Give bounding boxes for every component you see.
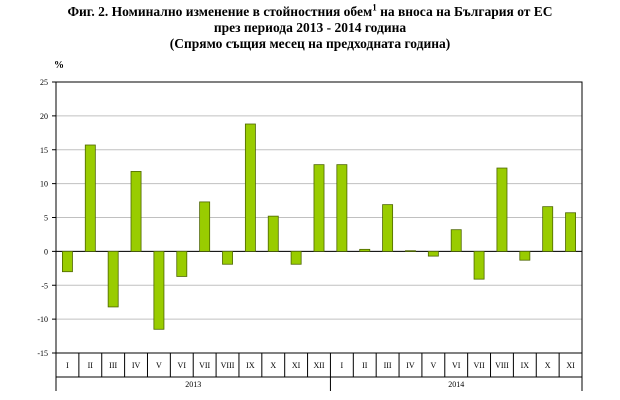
title-rest: на вноса на България от ЕС <box>376 4 553 19</box>
bar <box>176 250 188 277</box>
bar <box>107 250 119 308</box>
x-tick-label: X <box>270 361 276 370</box>
x-tick-label: I <box>341 361 344 370</box>
x-tick-label: II <box>88 361 94 370</box>
y-tick-label: 10 <box>40 180 48 189</box>
x-tick-label: VI <box>178 361 187 370</box>
x-tick-label: III <box>384 361 392 370</box>
title-line-2: през периода 2013 - 2014 година <box>213 20 407 35</box>
x-tick-label: IX <box>521 361 530 370</box>
y-tick-label: 20 <box>40 112 48 121</box>
x-tick-label: XI <box>292 361 301 370</box>
x-tick-label: VIII <box>495 361 509 370</box>
bar <box>382 204 394 252</box>
bar <box>450 229 462 252</box>
bar <box>222 250 233 265</box>
bar <box>62 250 73 273</box>
bar <box>84 144 96 252</box>
y-tick-label: 25 <box>40 78 48 87</box>
title-line-3: (Спрямо същия месец на предходната годин… <box>169 36 451 51</box>
bar <box>427 250 439 257</box>
x-tick-label: IV <box>406 361 415 370</box>
bar <box>519 250 531 261</box>
bar <box>153 250 165 330</box>
x-tick-label: VIII <box>221 361 235 370</box>
bar <box>199 201 211 252</box>
title-line-1: Фиг. 2. Номинално изменение в стойностни… <box>0 2 620 20</box>
y-tick-label: 5 <box>44 214 48 223</box>
title-main: Фиг. 2. Номинално изменение в стойностни… <box>67 4 373 19</box>
y-tick-label: -15 <box>37 349 48 358</box>
x-tick-label: VII <box>199 361 210 370</box>
x-tick-label: IX <box>246 361 255 370</box>
plot-area-border <box>55 81 583 354</box>
bar <box>244 123 256 252</box>
bar <box>267 215 279 252</box>
x-tick-label: V <box>156 361 162 370</box>
x-tick-label: V <box>430 361 436 370</box>
x-tick-label: XII <box>313 361 324 370</box>
x-tick-label: X <box>545 361 551 370</box>
y-tick-label: 15 <box>40 146 48 155</box>
bar <box>565 212 576 252</box>
year-group-label: 2013 <box>185 380 201 389</box>
bar <box>313 164 325 252</box>
bar <box>405 250 416 252</box>
bar <box>473 250 485 280</box>
y-tick-label: 0 <box>44 247 48 256</box>
year-group-label: 2014 <box>448 380 464 389</box>
y-tick-label: -10 <box>37 315 48 324</box>
x-tick-label: I <box>66 361 69 370</box>
y-axis-label: % <box>54 60 64 71</box>
bar <box>130 171 142 252</box>
bar <box>542 206 554 252</box>
bar <box>496 167 508 252</box>
chart-title: Фиг. 2. Номинално изменение в стойностни… <box>0 2 620 52</box>
y-tick-label: -5 <box>41 281 48 290</box>
bar <box>359 248 371 252</box>
bar <box>290 250 302 265</box>
x-tick-label: XI <box>566 361 575 370</box>
x-tick-label: III <box>109 361 117 370</box>
x-tick-label: VI <box>452 361 461 370</box>
x-tick-label: IV <box>132 361 141 370</box>
title-footnote-mark: 1 <box>372 2 377 13</box>
x-tick-label: VII <box>474 361 485 370</box>
x-tick-label: II <box>362 361 368 370</box>
bar <box>336 164 348 252</box>
